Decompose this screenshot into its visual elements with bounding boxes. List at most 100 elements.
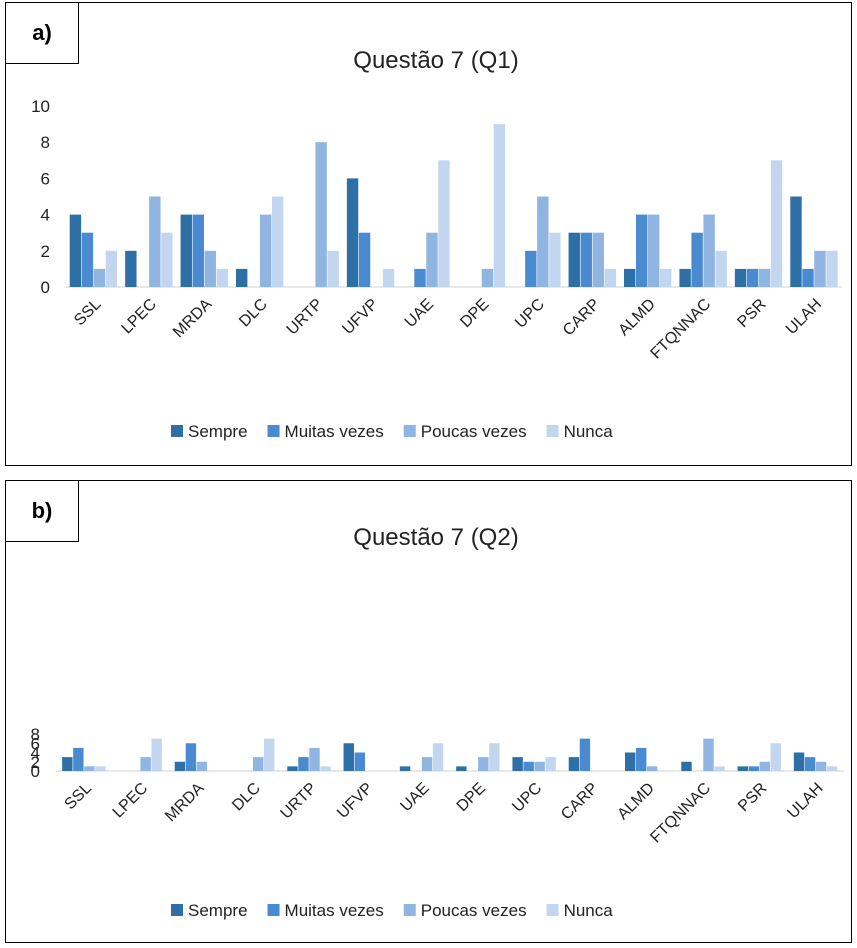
legend-swatch: [171, 425, 183, 437]
bar: [478, 757, 489, 771]
bar: [579, 738, 591, 771]
bar: [549, 232, 561, 287]
x-tick-label: UPC: [509, 780, 545, 816]
bar: [260, 214, 272, 287]
bar: [568, 757, 580, 771]
bar: [421, 757, 433, 771]
bar: [815, 761, 827, 771]
x-tick-label: URTP: [284, 296, 327, 339]
bar: [236, 268, 248, 287]
bar: [804, 757, 816, 771]
bar: [568, 232, 580, 287]
bar: [414, 268, 426, 287]
panel-label: a): [5, 2, 79, 64]
y-tick-label: 6: [31, 734, 40, 753]
bar: [592, 232, 604, 287]
bar: [62, 757, 73, 771]
chart-title: Questão 7 (Q2): [353, 524, 518, 551]
y-tick-label: 4: [31, 744, 40, 763]
x-tick-label: LPEC: [110, 780, 152, 822]
bar: [93, 268, 106, 287]
bar: [151, 738, 162, 771]
bar: [161, 232, 173, 287]
y-tick-label: 6: [41, 169, 50, 188]
bar: [253, 757, 264, 771]
x-tick-label: SSL: [71, 296, 104, 329]
bar: [192, 214, 204, 287]
bar: [493, 124, 506, 287]
bar: [309, 747, 320, 771]
bar: [185, 743, 197, 771]
x-tick-label: CARP: [560, 296, 603, 339]
x-tick-label: SSL: [62, 780, 95, 813]
bar: [802, 268, 814, 287]
legend-label: Sempre: [188, 422, 248, 441]
bar: [73, 747, 84, 771]
bar: [604, 268, 616, 287]
x-tick-label: UAE: [397, 780, 432, 815]
chart-panel-a: a) Questão 7 (Q1) 0 2 4 6 8 10 SSL LPEC MRDA DLC UR…: [5, 2, 852, 466]
x-tick-label: DLC: [229, 780, 264, 815]
bar: [746, 268, 759, 287]
bar: [204, 250, 216, 287]
bar: [580, 232, 592, 287]
legend-label: Nunca: [564, 422, 614, 441]
x-tick-label: CARP: [558, 780, 601, 823]
bar: [703, 738, 714, 771]
bar: [358, 232, 371, 287]
y-tick-label: 10: [31, 97, 50, 116]
legend-swatch: [267, 425, 280, 437]
bar: [679, 268, 691, 287]
bar: [196, 761, 208, 771]
bar: [216, 268, 228, 287]
bar: [523, 761, 534, 771]
chart-title: Questão 7 (Q1): [353, 47, 518, 74]
bar: [125, 250, 137, 287]
y-tick-label: 4: [41, 206, 50, 225]
bar: [264, 738, 275, 771]
legend-label: Poucas vezes: [421, 901, 527, 920]
x-tick-label: ALMD: [614, 780, 657, 823]
bar: [748, 766, 759, 771]
bar: [382, 268, 395, 287]
bar: [105, 250, 118, 287]
x-tick-label: DPE: [454, 780, 489, 815]
y-tick-label: 0: [41, 278, 50, 297]
y-tick-label: 8: [31, 725, 40, 744]
bar: [714, 766, 725, 771]
y-tick-label: 2: [31, 753, 40, 772]
bar: [456, 766, 467, 771]
legend-swatch: [546, 904, 559, 916]
bar: [149, 196, 161, 287]
x-tick-label: MRDA: [170, 296, 216, 342]
x-tick-label: PSR: [734, 296, 769, 331]
legend-swatch: [267, 904, 280, 916]
bar: [545, 757, 556, 771]
bar: [636, 747, 647, 771]
legend-label: Muitas vezes: [285, 422, 384, 441]
bar: [320, 766, 331, 771]
legend-swatch: [403, 425, 416, 437]
bar: [691, 232, 703, 287]
bar: [636, 214, 648, 287]
bar: [525, 250, 537, 287]
legend-label: Muitas vezes: [285, 901, 384, 920]
bar: [84, 766, 95, 771]
bar: [438, 160, 450, 287]
bar: [174, 761, 186, 771]
y-tick-label: 8: [41, 133, 50, 152]
bar: [432, 743, 444, 771]
bar: [826, 766, 838, 771]
bar: [826, 250, 838, 287]
bar: [734, 268, 747, 287]
legend-swatch: [171, 904, 183, 916]
bar: [489, 743, 500, 771]
bar: [648, 214, 660, 287]
bar: [790, 196, 802, 287]
x-tick-label: ULAH: [783, 296, 825, 338]
bar: [715, 250, 727, 287]
bar: [346, 178, 359, 287]
bar: [343, 743, 354, 771]
bar: [625, 752, 636, 771]
